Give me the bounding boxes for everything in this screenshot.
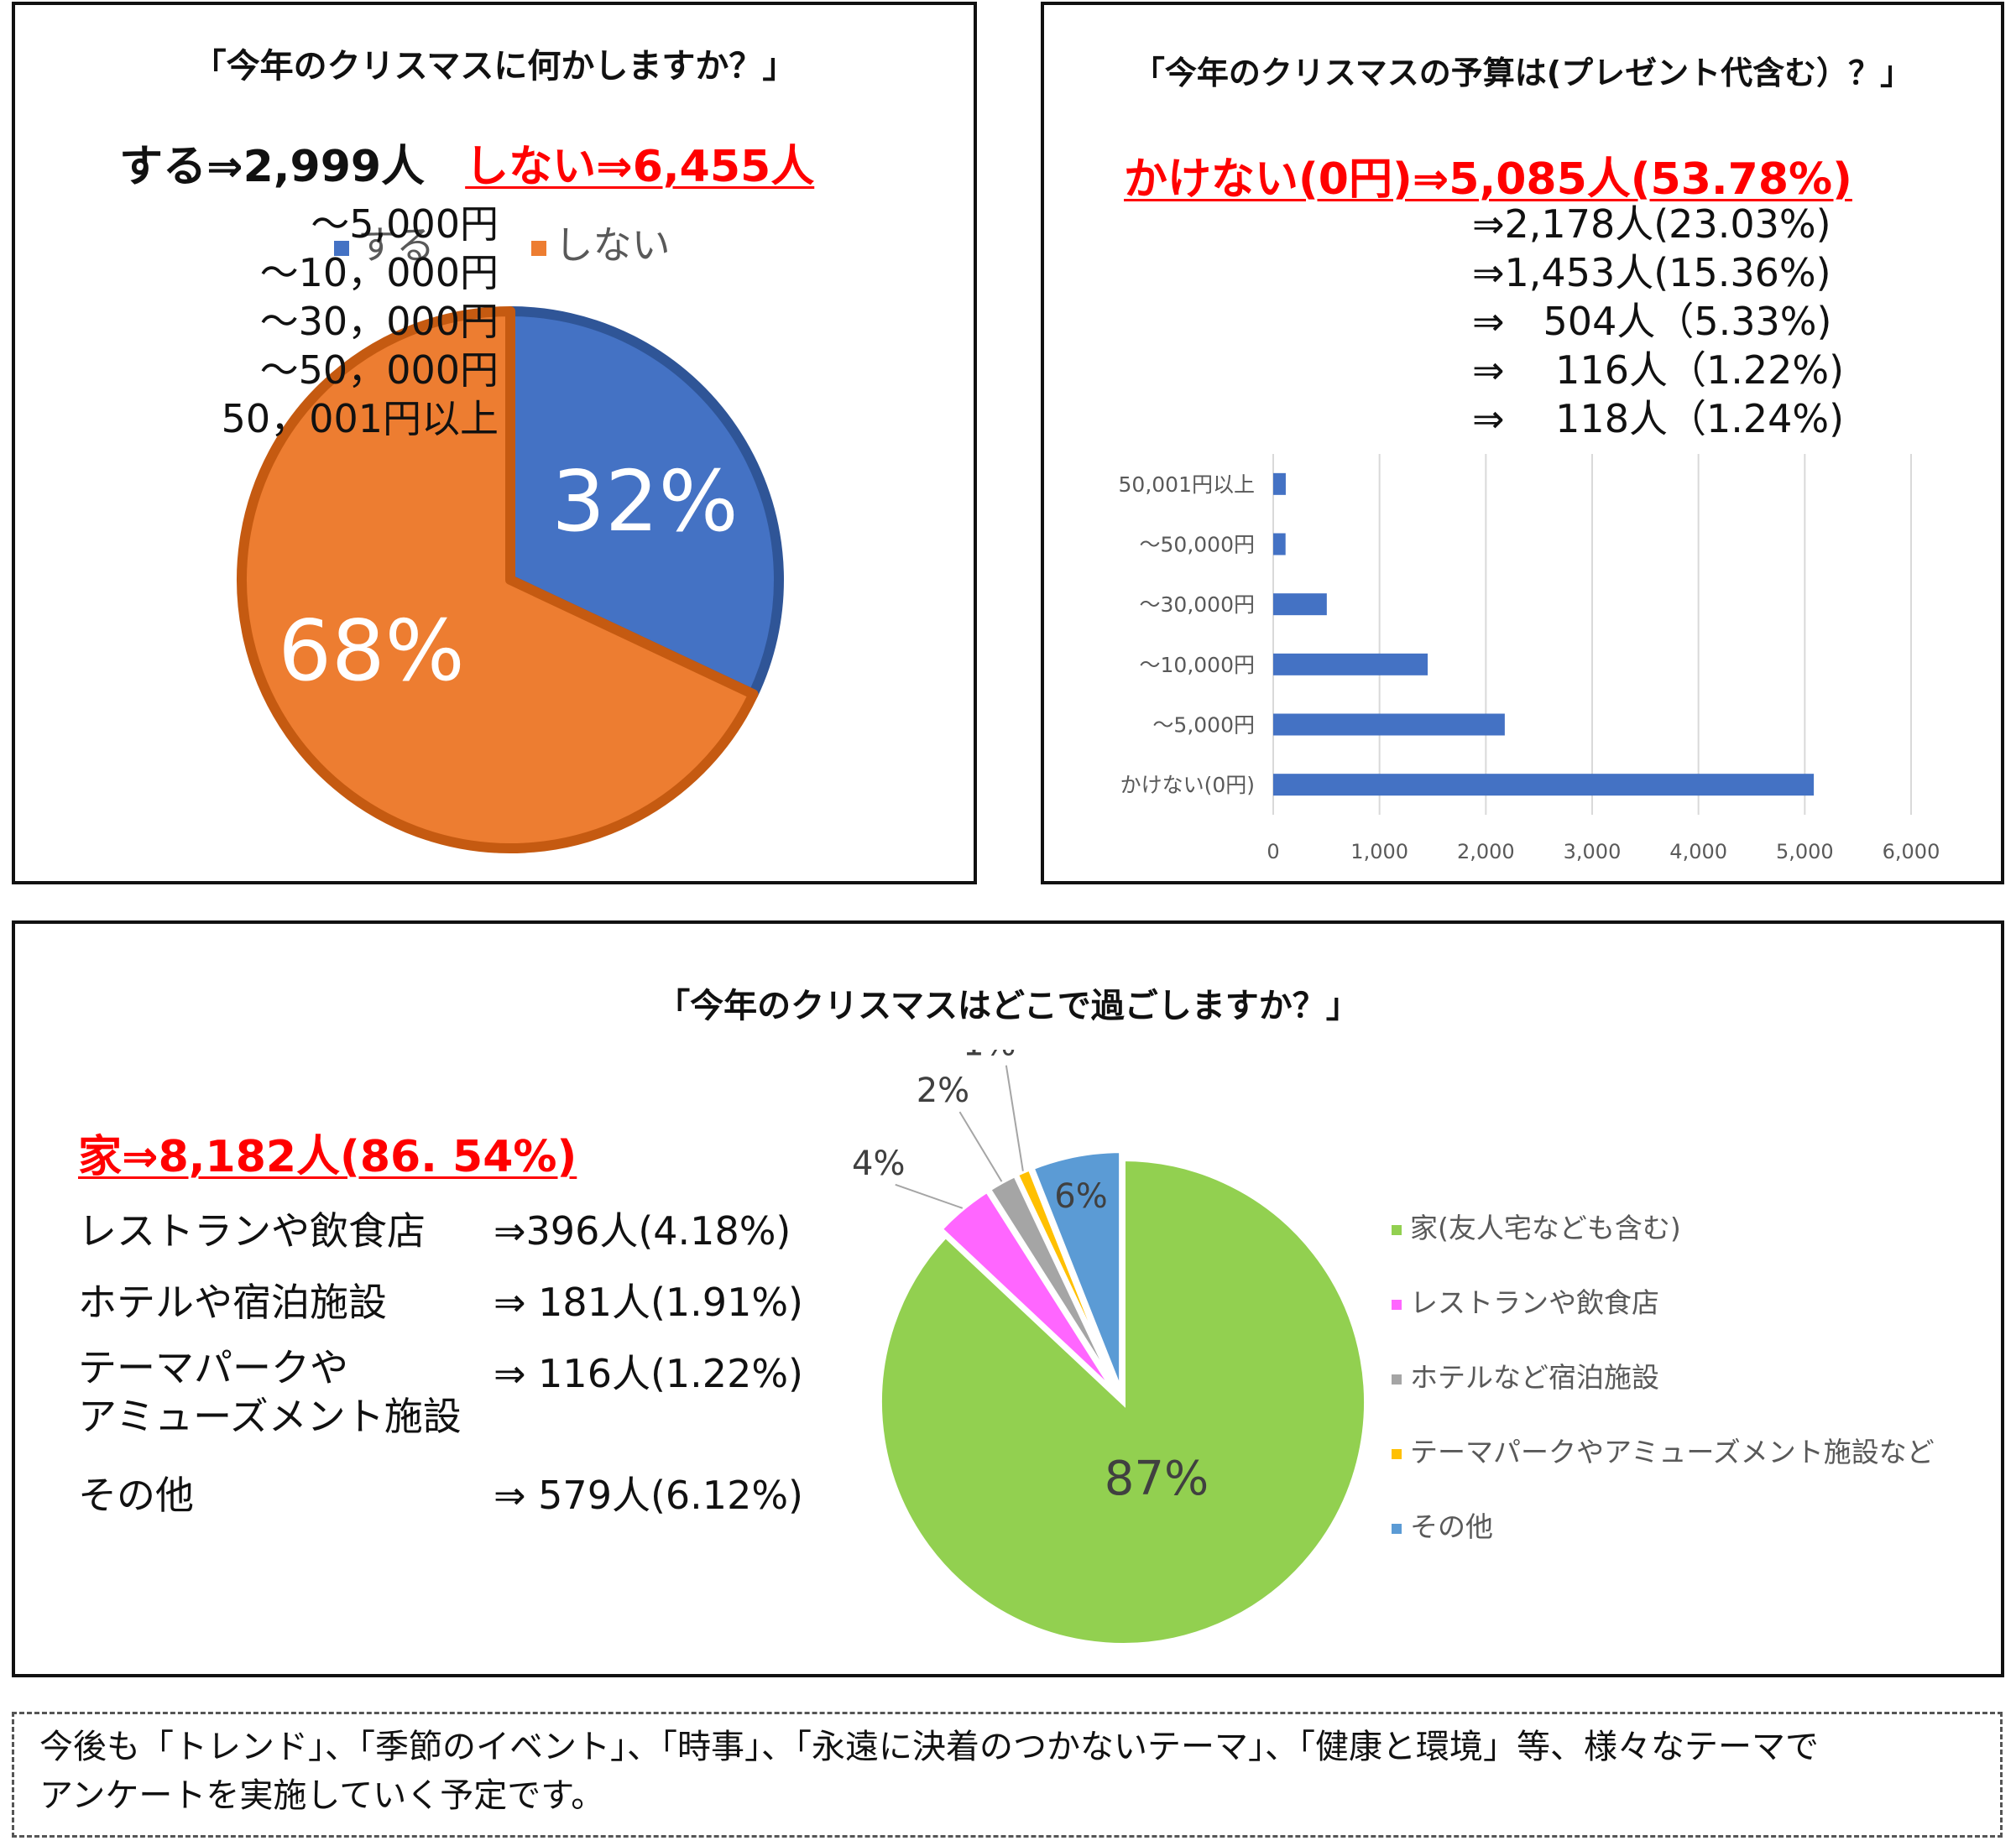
budget-bar xyxy=(1273,653,1428,675)
panel2-title: 「今年のクリスマスの予算は(プレゼント代含む）？」 xyxy=(1132,55,1913,91)
budget-bar xyxy=(1273,774,1815,796)
legend-swatch xyxy=(1392,1224,1402,1235)
y-category-label: かけない(0円) xyxy=(1120,773,1255,797)
budget-bar xyxy=(1273,533,1286,555)
legend-item: ホテルなど宿泊施設 xyxy=(1392,1340,1935,1415)
bar-chart-budget: 0 1,000 2,000 3,000 4,000 5,000 6,000 かけない(0円) ～… xyxy=(1119,454,1940,863)
pie-chart-plans: 32% 68% xyxy=(237,306,784,853)
legend-swatch xyxy=(1392,1374,1402,1384)
panel-christmas-plans: 「今年のクリスマスに何かしますか？」 する⇒2,999人 しない⇒6,455人 … xyxy=(12,2,977,884)
pie3-label-1: 4% xyxy=(852,1145,905,1183)
x-tick-label: 1,000 xyxy=(1350,840,1408,863)
legend-item: 家(友人宅なども含む) xyxy=(1392,1191,1935,1265)
y-category-label: 50,001円以上 xyxy=(1119,472,1255,497)
place-legend: 家(友人宅なども含む) レストランや飲食店 ホテルなど宿泊施設テーマパークやアミュー… xyxy=(1392,1191,1935,1564)
pie1-slice-0 xyxy=(505,306,784,700)
panel1-summary: する⇒2,999人 しない⇒6,455人 xyxy=(119,131,814,194)
footer-line-2: アンケートを実施していく予定です。 xyxy=(39,1776,605,1815)
x-tick-label: 3,000 xyxy=(1564,840,1622,863)
panel3-title: 「今年のクリスマスはどこで過ごしますか？」 xyxy=(656,987,1360,1025)
place-row-restaurant: レストランや飲食店 xyxy=(78,1201,426,1256)
budget-row-value: ⇒ 504人（5.33%) xyxy=(1472,299,1832,344)
legend-swatch xyxy=(1392,1523,1402,1534)
place-label-themepark: テーマパークや アミューズメント施設 xyxy=(78,1345,462,1439)
legend-item-no: しない xyxy=(530,222,671,268)
panel-christmas-place: 「今年のクリスマスはどこで過ごしますか？」 家⇒8,182人(86. 54%) … xyxy=(12,920,2004,1677)
y-category-label: ～5,000円 xyxy=(1152,713,1255,738)
place-value-other: ⇒ 579人(6.12%) xyxy=(494,1473,803,1518)
budget-row-value: ⇒1,453人(15.36%) xyxy=(1472,250,1831,295)
budget-row-value: ⇒2,178人(23.03%) xyxy=(1472,201,1831,247)
x-tick-label: 4,000 xyxy=(1669,840,1727,863)
legend-label: テーマパークやアミューズメント施設など xyxy=(1410,1436,1935,1468)
budget-bar xyxy=(1273,713,1505,736)
pie3-label-4: 6% xyxy=(1054,1177,1107,1216)
place-label-hotel: ホテルや宿泊施設 xyxy=(78,1280,387,1325)
pie1-slice-1 xyxy=(237,306,759,853)
budget-row-value: ⇒ 118人（1.24%) xyxy=(1472,396,1845,441)
legend-label: その他 xyxy=(1410,1510,1493,1543)
pie3-leader-3 xyxy=(1005,1065,1024,1171)
pie3-slice-4 xyxy=(1028,1148,1125,1395)
summary-yes: する⇒2,999人 xyxy=(119,142,426,192)
legend-label: レストランや飲食店 xyxy=(1410,1286,1659,1319)
x-tick-label: 6,000 xyxy=(1883,840,1940,863)
pie1-label-0: 32% xyxy=(551,452,738,550)
footer-line-1: 今後も「トレンド」、「季節のイベント」、「時事」、「永遠に決着のつかないテーマ」… xyxy=(39,1728,1819,1766)
budget-bar xyxy=(1273,593,1327,616)
legend-label: 家(友人宅なども含む) xyxy=(1410,1212,1681,1244)
pie3-slice-0 xyxy=(877,1155,1369,1648)
panel1-title: 「今年のクリスマスに何かしますか？」 xyxy=(192,47,796,86)
place-label-other: その他 xyxy=(78,1473,194,1518)
panel3-highlight: 家⇒8,182人(86. 54%) xyxy=(78,1132,577,1182)
budget-row-label: 50，001円以上 xyxy=(221,396,499,441)
panel1-legend: する しない xyxy=(334,215,671,270)
pie-chart-place: 87% 4% 2% 1% 6% xyxy=(852,1050,1369,1648)
x-tick-label: 0 xyxy=(1267,840,1279,863)
legend-item: テーマパークやアミューズメント施設など xyxy=(1392,1415,1935,1489)
budget-row-value: ⇒ 116人（1.22%) xyxy=(1472,347,1845,393)
panel2-highlight: かけない(0円)⇒5,085人(53.78%) xyxy=(1124,154,1852,205)
legend-swatch xyxy=(1392,1448,1402,1459)
pie3-label-0: 87% xyxy=(1105,1452,1209,1506)
budget-row-label: ～30，000円 xyxy=(259,299,499,344)
x-tick-label: 2,000 xyxy=(1457,840,1515,863)
place-label-restaurant: レストランや飲食店 xyxy=(78,1208,426,1254)
pie1-label-1: 68% xyxy=(278,602,464,700)
legend-label: ホテルなど宿泊施設 xyxy=(1410,1361,1659,1394)
footer-note: 今後も「トレンド」、「季節のイベント」、「時事」、「永遠に決着のつかないテーマ」… xyxy=(12,1712,2003,1838)
budget-bar xyxy=(1273,472,1286,495)
legend-item: レストランや飲食店 xyxy=(1392,1265,1935,1340)
budget-row-label: ～5,000円 xyxy=(311,201,499,247)
legend-swatch-yes xyxy=(334,240,349,256)
legend-item: その他 xyxy=(1392,1489,1935,1564)
legend-item-yes: する xyxy=(334,222,435,268)
x-tick-label: 5,000 xyxy=(1776,840,1834,863)
y-category-label: ～10,000円 xyxy=(1140,653,1255,677)
y-category-label: ～30,000円 xyxy=(1140,592,1255,617)
place-value-themepark: ⇒ 116人(1.22%) xyxy=(494,1351,803,1396)
y-category-label: ～50,000円 xyxy=(1140,533,1255,557)
pie3-leader-2 xyxy=(958,1111,1003,1182)
summary-no: しない⇒6,455人 xyxy=(465,142,815,192)
legend-swatch-no xyxy=(530,240,546,256)
pie3-label-3: 1% xyxy=(963,1050,1016,1064)
legend-swatch xyxy=(1392,1299,1402,1310)
panel-christmas-budget: 「今年のクリスマスの予算は(プレゼント代含む）？」 かけない(0円)⇒5,085… xyxy=(222,2,2004,884)
place-value-restaurant: ⇒396人(4.18%) xyxy=(494,1208,791,1254)
budget-row-label: ～10，000円 xyxy=(259,250,499,295)
place-value-hotel: ⇒ 181人(1.91%) xyxy=(494,1280,803,1325)
budget-row-label: ～50，000円 xyxy=(259,347,499,393)
pie3-leader-1 xyxy=(895,1183,964,1209)
pie3-label-2: 2% xyxy=(917,1072,969,1110)
